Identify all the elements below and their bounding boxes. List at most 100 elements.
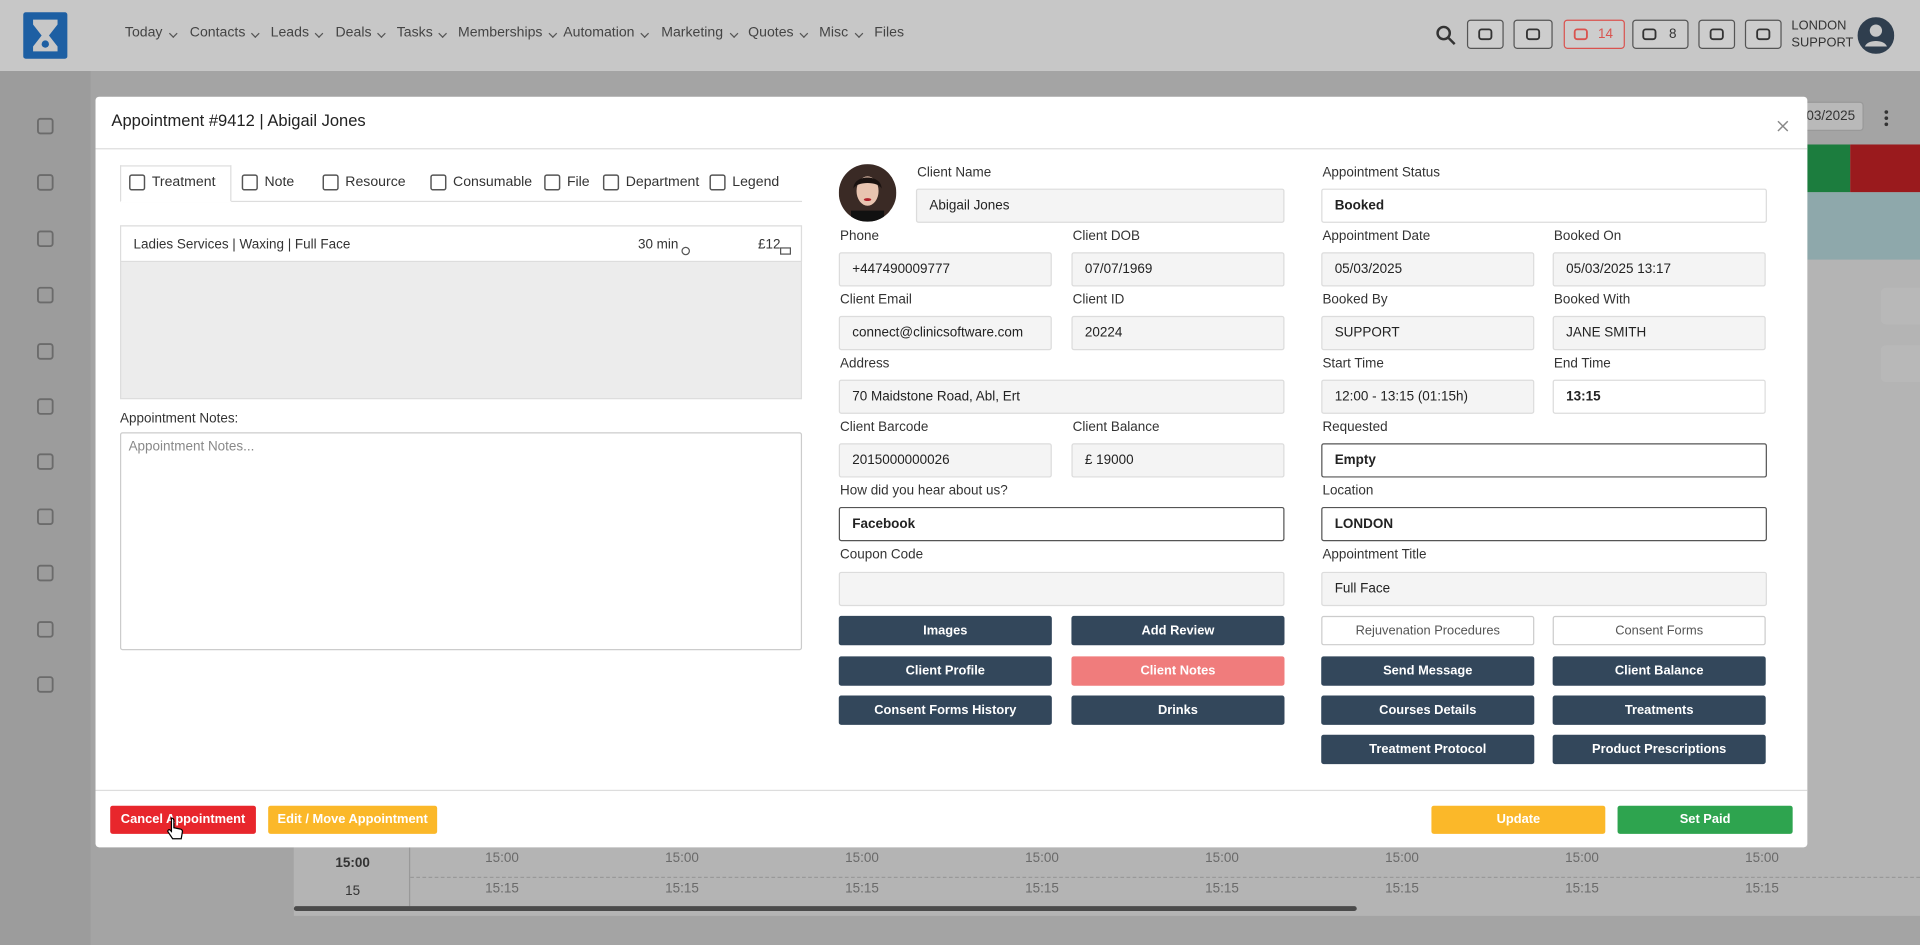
tab-icon (240, 173, 260, 193)
sidebar-icon (36, 285, 56, 305)
nav-item[interactable]: Marketing (661, 25, 724, 41)
field-input[interactable]: Booked (1321, 188, 1767, 223)
nav-item[interactable]: Leads (270, 25, 309, 41)
field-input[interactable] (838, 571, 1285, 607)
field-input[interactable]: 20224 (1071, 315, 1285, 351)
field-input[interactable]: JANE SMITH (1552, 315, 1766, 351)
nav-item[interactable]: Today (124, 25, 163, 41)
field-input[interactable]: Abigail Jones (915, 188, 1285, 223)
nav-item[interactable]: Deals (335, 25, 372, 41)
tab[interactable]: Treatment (151, 175, 216, 190)
mouse-cursor (167, 817, 184, 841)
field-label: Client Name (917, 165, 992, 181)
field-label: How did you hear about us? (840, 483, 1008, 499)
action-button[interactable]: Product Prescriptions (1552, 734, 1766, 765)
field-input[interactable]: Full Face (1321, 571, 1767, 607)
clock-icon (681, 240, 691, 256)
action-button[interactable]: Client Profile (838, 656, 1052, 686)
date-box: 03/2025 (1797, 101, 1864, 132)
modal: Appointment #9412 | Abigail Jones Treatme… (95, 96, 1808, 848)
status-red (1850, 144, 1920, 193)
field-input[interactable]: 05/03/2025 (1321, 252, 1535, 287)
action-button[interactable]: Rejuvenation Procedures (1321, 615, 1535, 646)
action-button[interactable]: Add Review (1071, 615, 1285, 646)
footer-button[interactable]: Update (1431, 805, 1606, 834)
field-label: Location (1322, 483, 1374, 499)
tab[interactable]: Department (625, 175, 700, 190)
field-value: Booked (1334, 198, 1385, 214)
action-button[interactable]: Treatment Protocol (1321, 734, 1535, 765)
treatment-price: £12 (757, 237, 781, 253)
side-widget (1880, 287, 1920, 325)
nav-button[interactable]: 14 (1563, 19, 1625, 49)
nav-item[interactable]: Tasks (396, 25, 433, 41)
sidebar-icon (36, 397, 56, 417)
money-icon (780, 240, 792, 255)
action-button[interactable]: Consent Forms (1552, 615, 1766, 646)
nav-item[interactable]: Quotes (748, 25, 794, 41)
nav-item[interactable]: Files (874, 25, 905, 41)
field-value: £ 19000 (1084, 453, 1134, 468)
field-input[interactable]: 13:15 (1552, 379, 1766, 414)
tab[interactable]: File (566, 175, 590, 190)
nav-button[interactable] (1513, 19, 1553, 49)
tab[interactable]: Resource (345, 175, 406, 190)
slot-label: 15:15 (1025, 881, 1059, 897)
tab[interactable]: Legend (732, 175, 780, 190)
field-input[interactable]: £ 19000 (1071, 443, 1285, 478)
action-button[interactable]: Client Notes (1071, 656, 1285, 686)
nav-item[interactable]: Automation (563, 25, 635, 41)
time-row-label: 15:00 (335, 855, 370, 871)
nav-item[interactable]: Memberships (457, 25, 543, 41)
footer-button[interactable]: Edit / Move Appointment (268, 805, 438, 834)
action-button[interactable]: Treatments (1552, 695, 1766, 725)
treatment-duration: 30 min (637, 237, 679, 253)
nav-button[interactable] (1744, 19, 1782, 49)
nav-button[interactable] (1698, 19, 1736, 49)
field-input[interactable]: Facebook (838, 506, 1285, 542)
tab[interactable]: Note (264, 175, 295, 190)
footer-button[interactable]: Set Paid (1617, 805, 1793, 834)
action-button[interactable]: Consent Forms History (838, 695, 1052, 725)
action-button[interactable]: Client Balance (1552, 656, 1766, 686)
field-label: Coupon Code (840, 547, 924, 563)
action-button[interactable]: Courses Details (1321, 695, 1535, 725)
field-input[interactable]: 70 Maidstone Road, Abl, Ert (838, 379, 1285, 414)
action-button[interactable]: Send Message (1321, 656, 1535, 686)
nav-icon (1524, 26, 1541, 43)
field-input[interactable]: Empty (1321, 443, 1767, 478)
nav-item[interactable]: Contacts (189, 25, 246, 41)
slot-label: 15:00 (1745, 851, 1779, 866)
nav-button[interactable]: 8 (1632, 19, 1689, 49)
treatment-name: Ladies Services | Waxing | Full Face (133, 237, 351, 253)
slot-label: 15:00 (1565, 851, 1599, 866)
nav-button[interactable] (1466, 19, 1504, 49)
slot-label: 15:00 (665, 851, 699, 866)
tab[interactable]: Consumable (453, 175, 533, 190)
field-value: SUPPORT (1334, 325, 1400, 341)
field-input[interactable]: LONDON (1321, 506, 1767, 542)
action-button[interactable]: Drinks (1071, 695, 1285, 725)
field-value: Abigail Jones (929, 198, 1010, 214)
slot-label: 15:15 (1205, 881, 1239, 897)
field-input[interactable]: +447490009777 (838, 252, 1052, 287)
footer-button[interactable]: Cancel Appointment (110, 805, 256, 834)
close-button[interactable] (1777, 116, 1789, 132)
field-input[interactable]: SUPPORT (1321, 315, 1535, 351)
field-label: Booked With (1553, 292, 1631, 308)
field-input[interactable]: 2015000000026 (838, 443, 1052, 478)
sidebar-icon (36, 620, 56, 640)
field-label: Booked On (1553, 228, 1622, 244)
nav-item[interactable]: Misc (819, 25, 849, 41)
notes-textarea[interactable]: Appointment Notes... (120, 432, 803, 651)
tab-icon (601, 173, 621, 193)
time-row-label: 15 (345, 884, 361, 899)
field-input[interactable]: 12:00 - 13:15 (01:15h) (1321, 379, 1535, 414)
field-input[interactable]: 05/03/2025 13:17 (1552, 252, 1766, 287)
field-input[interactable]: connect@clinicsoftware.com (838, 315, 1052, 351)
field-value: 20224 (1084, 325, 1123, 341)
field-input[interactable]: 07/07/1969 (1071, 252, 1285, 287)
user-name: SUPPORT (1791, 35, 1854, 51)
action-button[interactable]: Images (838, 615, 1052, 646)
